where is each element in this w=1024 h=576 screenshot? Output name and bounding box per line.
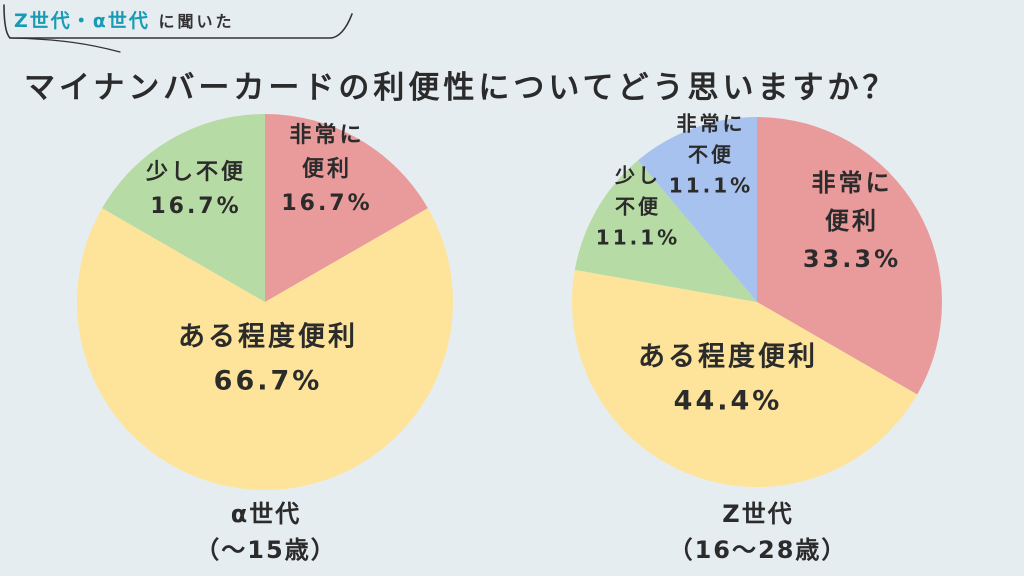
slice-value-label: 16.7% xyxy=(281,191,372,216)
pie-slice xyxy=(574,160,757,302)
chart-subtitle-alpha: （〜15歳） xyxy=(195,536,337,564)
slice-category-label: 便利 xyxy=(302,157,352,182)
chart-subtitle-z: （16〜28歳） xyxy=(668,536,848,564)
chart-title-z: Z世代 xyxy=(722,500,794,528)
header-tag: Z世代・α世代 に聞いた xyxy=(14,6,234,33)
slice-value-label: 44.4% xyxy=(674,386,783,417)
header-tag-accent: Z世代・α世代 xyxy=(14,10,150,32)
slice-category-label: 便利 xyxy=(825,207,879,235)
pie-slice xyxy=(77,208,454,491)
header-tag-rest: に聞いた xyxy=(158,12,235,31)
pie-slice xyxy=(571,269,918,488)
slice-value-label: 11.1% xyxy=(596,226,680,250)
chart-title-alpha: α世代 xyxy=(230,500,302,528)
slice-category-label: 非常に xyxy=(812,169,893,197)
slice-value-label: 66.7% xyxy=(214,366,323,397)
slice-category-label: ある程度便利 xyxy=(178,321,358,353)
pie-slice xyxy=(638,117,757,302)
slice-category-label: ある程度便利 xyxy=(638,341,818,373)
slice-category-label: 不便 xyxy=(688,143,734,167)
pie-slice xyxy=(102,114,265,302)
page-title: マイナンバーカードの利便性についてどう思いますか？ xyxy=(24,70,898,106)
slice-category-label: 少し xyxy=(614,164,661,188)
slice-category-label: 少し不便 xyxy=(145,160,246,185)
pie-slice xyxy=(265,114,428,302)
chart-caption-z: Z世代 （16〜28歳） xyxy=(638,496,878,568)
slice-value-label: 11.1% xyxy=(669,174,753,198)
slice-value-label: 16.7% xyxy=(150,194,241,219)
slice-category-label: 非常に xyxy=(289,122,364,148)
slice-category-label: 非常に xyxy=(677,112,746,136)
chart-caption-alpha: α世代 （〜15歳） xyxy=(146,496,386,568)
pie-slice xyxy=(757,117,943,395)
tag-underline xyxy=(3,4,353,53)
slice-value-label: 33.3% xyxy=(803,245,901,273)
slice-category-label: 不便 xyxy=(615,195,661,219)
